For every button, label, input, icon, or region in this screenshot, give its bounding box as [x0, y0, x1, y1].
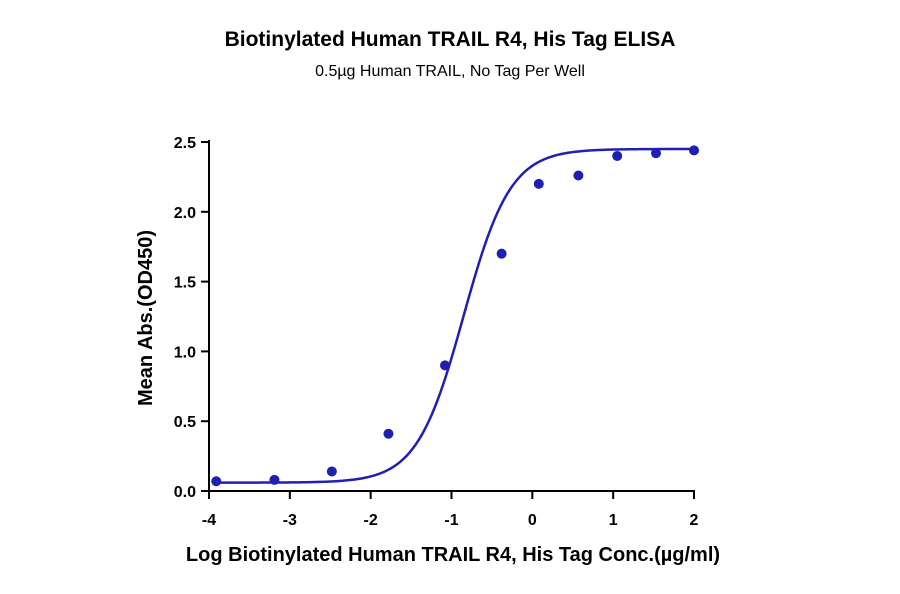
x-tick-label: 2 [690, 512, 699, 529]
y-tick-label: 0.5 [174, 414, 196, 431]
data-point [612, 150, 623, 161]
x-tick-label: -2 [364, 512, 378, 529]
y-axis-label: Mean Abs.(OD450) [135, 230, 157, 406]
data-point [269, 474, 280, 485]
chart-subtitle: 0.5µg Human TRAIL, No Tag Per Well [315, 63, 585, 80]
data-points [211, 145, 699, 487]
x-tick-label: -4 [202, 512, 216, 529]
axes [208, 140, 695, 492]
x-tick-label: -1 [444, 512, 458, 529]
y-tick-label: 2.5 [174, 135, 196, 152]
data-point [326, 466, 337, 477]
x-axis-label: Log Biotinylated Human TRAIL R4, His Tag… [186, 544, 720, 566]
y-tick-label: 2.0 [174, 205, 196, 222]
fit-curve-layer [216, 147, 694, 484]
y-tick-label: 0.0 [174, 484, 196, 501]
data-point [440, 360, 451, 371]
data-point [651, 148, 662, 159]
data-point [573, 170, 584, 181]
data-point [689, 145, 699, 156]
fit-curve-line [216, 147, 694, 484]
data-point [211, 476, 222, 487]
ticks: -4 -3 -2 -1 0 1 2 0.0 0.5 1.0 1.5 2.0 2.5 [174, 135, 699, 529]
x-tick-label: 0 [528, 512, 537, 529]
data-point [496, 248, 507, 259]
y-tick-label: 1.5 [174, 275, 196, 292]
x-tick-label: -3 [283, 512, 297, 529]
x-tick-label: 1 [609, 512, 618, 529]
data-point [383, 428, 394, 439]
y-tick-label: 1.0 [174, 344, 196, 361]
data-point [533, 178, 544, 189]
chart-title: Biotinylated Human TRAIL R4, His Tag ELI… [225, 28, 676, 51]
